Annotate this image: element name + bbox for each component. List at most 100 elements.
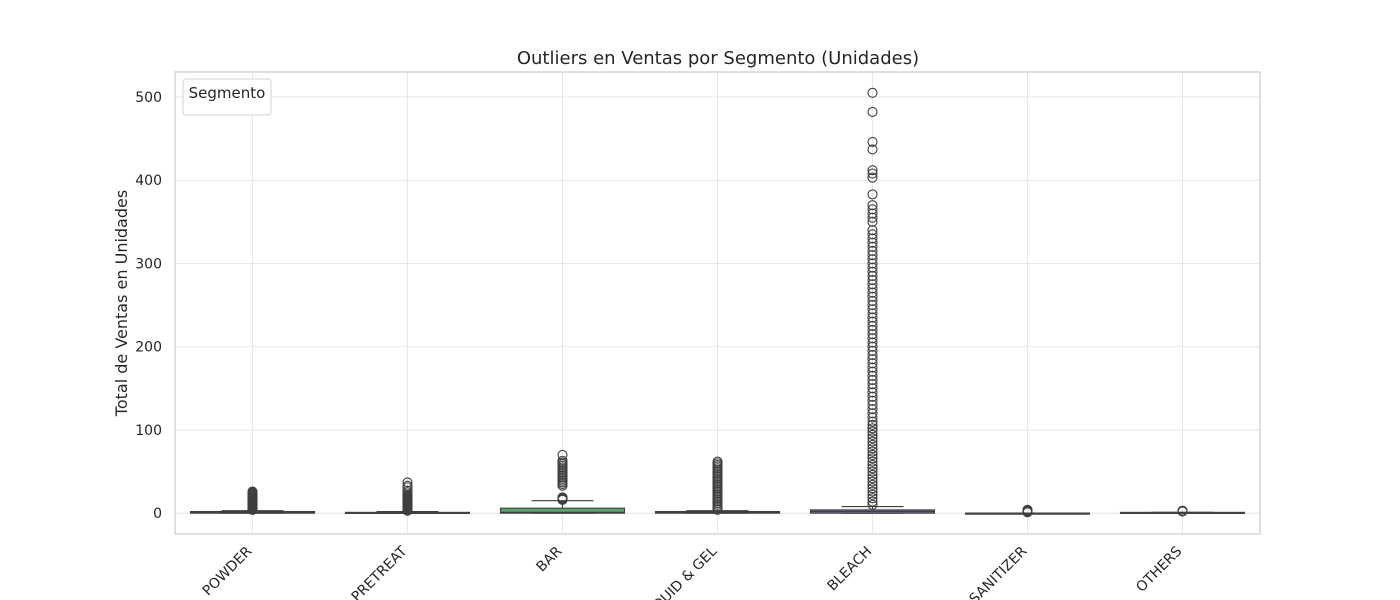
outlier-point: [867, 266, 878, 277]
box-group: [809, 87, 936, 514]
x-tick-label: POWDER: [200, 543, 256, 599]
outlier-point: [867, 436, 878, 447]
y-tick-label: 200: [135, 340, 162, 356]
outlier-point: [867, 446, 878, 457]
outlier-point: [867, 312, 878, 323]
outlier-point: [867, 308, 878, 319]
outlier-point: [867, 279, 878, 290]
box-group: [964, 504, 1091, 518]
outlier-point: [867, 136, 878, 147]
x-tick-label: LIQUID & GEL: [642, 543, 721, 600]
y-tick-label: 0: [153, 506, 162, 522]
outlier-point: [867, 493, 878, 504]
outlier-point: [402, 477, 413, 488]
outlier-point: [557, 455, 568, 466]
outlier-point: [867, 456, 878, 467]
outlier-point: [867, 208, 878, 219]
box-group: [1119, 505, 1246, 517]
outlier-point: [867, 459, 878, 470]
outlier-point: [867, 168, 878, 179]
outlier-point: [867, 439, 878, 450]
x-tick-label: OTHERS: [1133, 543, 1185, 595]
chart-title: Outliers en Ventas por Segmento (Unidade…: [517, 48, 919, 69]
y-tick-label: 500: [135, 90, 162, 106]
x-tick-label: BLEACH: [824, 544, 875, 595]
outlier-point: [867, 483, 878, 494]
outlier-point: [867, 419, 878, 431]
legend-title: Segmento: [189, 84, 266, 102]
outlier-point: [867, 262, 878, 273]
outlier-point: [867, 479, 878, 490]
box-series: [189, 87, 1246, 518]
x-tick-label: BAR: [534, 543, 566, 575]
outlier-point: [867, 189, 878, 200]
y-tick-label: 400: [135, 173, 162, 189]
outlier-point: [867, 404, 878, 415]
outlier-point: [867, 486, 878, 497]
outlier-point: [867, 270, 878, 281]
outlier-point: [867, 443, 878, 454]
outlier-point: [867, 106, 878, 118]
outlier-point: [867, 250, 878, 261]
outlier-point: [867, 233, 878, 244]
outlier-point: [867, 333, 878, 344]
box-body: [499, 507, 626, 514]
outlier-point: [867, 225, 878, 236]
legend: Segmento: [182, 78, 272, 116]
outlier-point: [867, 287, 878, 298]
outlier-point: [867, 433, 878, 444]
outlier-point: [712, 456, 723, 467]
outlier-point: [867, 366, 878, 377]
outlier-point: [867, 200, 878, 211]
outlier-point: [867, 473, 878, 484]
box-group: [189, 486, 316, 515]
outlier-point: [867, 399, 878, 411]
outlier-point: [867, 329, 878, 340]
outlier-point: [867, 449, 878, 460]
outlier-point: [867, 379, 878, 390]
outlier-point: [867, 370, 878, 381]
x-tick-label: PRETREAT: [349, 543, 411, 600]
box-group: [344, 477, 471, 516]
outlier-point: [867, 325, 878, 336]
outlier-point: [557, 449, 568, 460]
outlier-point: [867, 416, 878, 427]
outlier-point: [867, 408, 878, 419]
outlier-point: [867, 463, 878, 474]
outlier-point: [867, 295, 878, 306]
outlier-point: [867, 165, 878, 176]
y-axis-ticks: 0 100 200 300 400 500: [135, 90, 162, 522]
outlier-point: [867, 391, 878, 402]
outlier-point: [867, 345, 878, 356]
outlier-point: [867, 304, 878, 315]
outlier-point: [867, 258, 878, 269]
outlier-point: [867, 349, 878, 361]
plot-frame: [174, 71, 1261, 535]
outlier-point: [867, 358, 878, 369]
y-tick-label: 100: [135, 423, 162, 439]
legend-box: [182, 78, 272, 116]
outlier-point: [867, 476, 878, 487]
box-group: [654, 456, 781, 515]
outlier-point: [867, 241, 878, 252]
outlier-point: [867, 320, 878, 331]
outlier-point: [867, 316, 878, 327]
outlier-point: [867, 395, 878, 406]
outlier-point: [1177, 505, 1188, 516]
outlier-point: [867, 254, 878, 265]
outlier-point: [867, 489, 878, 500]
outlier-point: [247, 486, 258, 497]
outlier-point: [867, 469, 878, 480]
outlier-point: [867, 283, 878, 294]
outlier-point: [402, 485, 413, 496]
outlier-point: [402, 480, 413, 491]
outlier-point: [867, 374, 878, 386]
outlier-point: [867, 383, 878, 394]
outlier-point: [867, 275, 878, 286]
outlier-point: [867, 337, 878, 348]
outlier-point: [867, 429, 878, 440]
outlier-point: [867, 412, 878, 423]
x-axis-ticks: POWDER PRETREAT BAR LIQUID & GEL BLEACH SANIT…: [200, 543, 1186, 600]
outlier-point: [867, 300, 878, 311]
